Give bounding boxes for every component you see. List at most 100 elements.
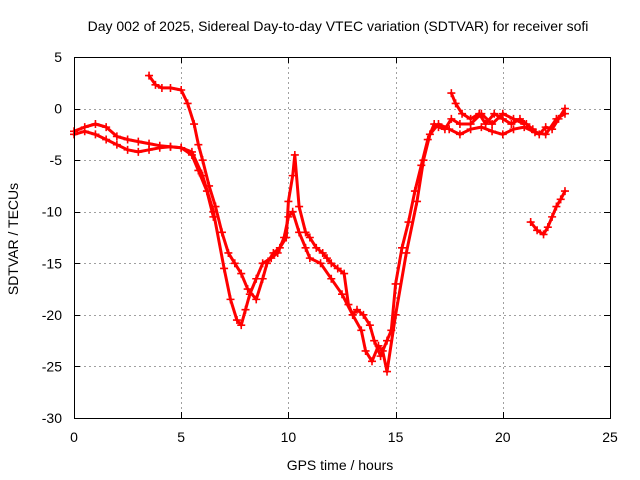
data-point xyxy=(417,161,426,170)
data-point xyxy=(404,218,413,227)
data-point xyxy=(123,145,132,154)
data-point xyxy=(383,336,392,345)
data-point xyxy=(327,274,336,283)
y-tick-label: -20 xyxy=(42,307,62,323)
data-point xyxy=(134,137,143,146)
data-point xyxy=(209,212,218,221)
data-point xyxy=(554,114,563,123)
data-point xyxy=(533,226,542,235)
series-track-c xyxy=(145,71,529,361)
data-point xyxy=(322,254,331,263)
data-point xyxy=(509,125,518,134)
data-point xyxy=(528,125,537,134)
data-point xyxy=(305,233,314,242)
data-point xyxy=(243,285,252,294)
y-tick-labels: 5 0 -5 -10 -15 -20 -25 -30 xyxy=(42,49,62,426)
data-point xyxy=(333,264,342,273)
series-line xyxy=(449,91,567,136)
series-group xyxy=(70,71,569,376)
data-point xyxy=(134,147,143,156)
data-point xyxy=(91,130,100,139)
data-point xyxy=(301,228,310,237)
y-tick-label: -25 xyxy=(42,358,62,374)
data-point xyxy=(560,187,569,196)
data-point xyxy=(211,202,220,211)
data-point xyxy=(102,135,111,144)
data-point xyxy=(155,143,164,152)
data-point xyxy=(507,120,516,129)
data-point xyxy=(338,290,346,299)
data-point xyxy=(552,202,561,211)
data-point xyxy=(224,248,233,257)
data-point xyxy=(402,248,411,257)
x-tick-label: 0 xyxy=(70,429,78,445)
plot-frame xyxy=(74,57,611,419)
y-tick-label: 0 xyxy=(54,101,62,117)
x-tick-labels: 0 5 10 15 20 25 xyxy=(70,429,618,445)
data-point xyxy=(535,130,544,139)
data-point xyxy=(112,132,121,141)
data-point xyxy=(102,123,111,132)
data-point xyxy=(391,279,400,288)
data-point xyxy=(327,259,336,268)
data-point xyxy=(145,71,154,80)
data-point xyxy=(282,233,291,242)
x-tick-label: 5 xyxy=(177,429,185,445)
data-point xyxy=(190,120,199,129)
data-point xyxy=(447,114,456,123)
data-point xyxy=(344,300,353,309)
data-point xyxy=(288,171,297,180)
data-point xyxy=(522,120,531,129)
data-point xyxy=(194,166,203,175)
data-point xyxy=(177,143,186,152)
data-point xyxy=(413,197,422,206)
data-point xyxy=(312,243,321,252)
data-point xyxy=(353,305,362,314)
data-point xyxy=(410,187,419,196)
data-point xyxy=(440,125,449,134)
x-tick-label: 25 xyxy=(602,429,618,445)
data-point xyxy=(226,295,235,304)
data-point xyxy=(112,140,121,149)
data-point xyxy=(316,259,325,268)
data-point xyxy=(290,150,299,159)
data-point xyxy=(455,120,464,129)
data-point xyxy=(455,130,464,139)
data-point xyxy=(526,218,535,227)
data-point xyxy=(488,127,497,136)
data-point xyxy=(398,243,407,252)
data-point xyxy=(475,109,484,118)
data-point xyxy=(237,321,246,330)
data-point xyxy=(237,269,246,278)
data-point xyxy=(370,336,379,345)
data-point xyxy=(423,135,432,144)
data-point xyxy=(91,120,100,129)
y-tick-label: -5 xyxy=(50,152,63,168)
x-tick-label: 15 xyxy=(388,429,404,445)
data-point xyxy=(217,228,226,237)
data-point xyxy=(548,125,557,134)
data-point xyxy=(515,114,524,123)
series-track-b xyxy=(70,127,218,221)
data-point xyxy=(275,243,284,252)
y-tick-label: -30 xyxy=(42,410,62,426)
x-axis-label: GPS time / hours xyxy=(287,457,394,473)
data-point xyxy=(383,367,392,376)
data-point xyxy=(434,123,443,132)
data-point xyxy=(430,120,439,129)
data-point xyxy=(262,259,271,268)
data-point xyxy=(230,259,239,268)
data-point xyxy=(361,346,370,355)
data-point xyxy=(359,310,368,319)
data-point xyxy=(458,109,467,118)
data-point xyxy=(543,223,552,232)
data-point xyxy=(166,142,175,151)
data-point xyxy=(498,130,507,139)
data-point xyxy=(157,83,166,92)
data-point xyxy=(288,207,297,216)
data-point xyxy=(387,326,396,335)
data-point xyxy=(498,114,507,123)
data-point xyxy=(241,305,250,314)
data-point xyxy=(198,156,207,165)
